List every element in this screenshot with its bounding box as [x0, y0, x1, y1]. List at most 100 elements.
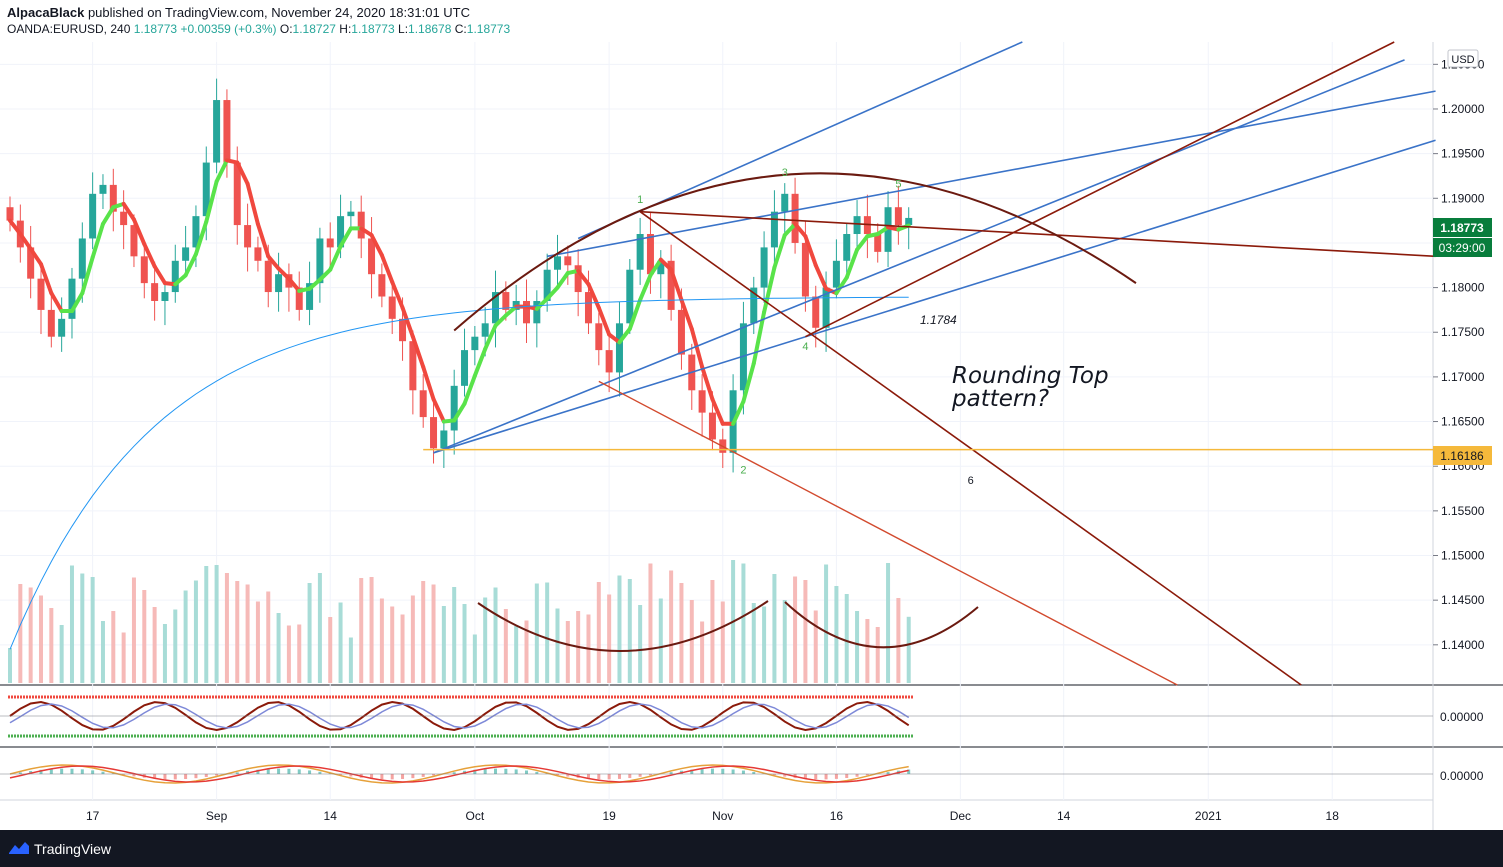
- volume-bar: [462, 604, 467, 683]
- osc2-histogram-bar: [80, 769, 84, 774]
- candle-body: [337, 216, 345, 248]
- volume-bar: [390, 606, 395, 683]
- candle-body: [430, 417, 438, 449]
- candle-body: [677, 309, 685, 355]
- rounding-top-arc: [453, 172, 1137, 332]
- volume-bar: [400, 614, 405, 683]
- osc2-histogram-bar: [494, 768, 498, 774]
- volume-bar: [183, 590, 188, 683]
- fast-ma-segment: [751, 310, 767, 366]
- volume-bar: [855, 611, 860, 683]
- volume-bar: [834, 586, 839, 683]
- volume-bar: [224, 573, 229, 683]
- wave-label: 1: [637, 194, 643, 206]
- osc2-histogram-bar: [803, 774, 807, 779]
- fast-ma-segment: [266, 254, 281, 271]
- candle-body: [295, 287, 303, 310]
- volume-bar: [472, 634, 477, 683]
- volume-bar: [49, 608, 54, 683]
- price-callout: 1.1784: [920, 313, 957, 327]
- volume-bar: [307, 583, 312, 683]
- volume-bar: [286, 625, 291, 683]
- osc2-histogram-bar: [111, 773, 115, 774]
- candle-body: [543, 269, 551, 301]
- volume-bar: [276, 613, 281, 683]
- volume-bar: [255, 601, 260, 683]
- open-label: O:: [279, 22, 293, 36]
- current-price-label: 1.18773: [1440, 221, 1484, 235]
- fast-ma-segment: [18, 232, 33, 251]
- volume-arc: [477, 600, 769, 652]
- candle-body: [584, 292, 592, 324]
- osc2-histogram-bar: [700, 768, 704, 774]
- volume-bar: [503, 609, 508, 683]
- osc2-histogram-bar: [607, 774, 611, 780]
- fast-ma-segment: [235, 160, 250, 186]
- trendline-up: [805, 41, 1395, 338]
- candle-body: [843, 234, 851, 261]
- osc2-histogram-bar: [731, 769, 735, 774]
- last-price: 1.18773: [133, 22, 178, 36]
- candle-body: [905, 217, 913, 226]
- candle-body: [574, 265, 582, 293]
- tradingview-logo-icon[interactable]: [8, 840, 30, 856]
- volume-bar: [875, 627, 880, 683]
- fast-ma-segment: [338, 226, 353, 249]
- osc2-histogram-bar: [525, 770, 528, 774]
- osc2-histogram-bar: [39, 769, 43, 774]
- fast-ma-segment: [452, 401, 467, 423]
- currency-label[interactable]: USD: [1451, 54, 1474, 66]
- osc2-histogram-bar: [824, 774, 828, 780]
- volume-bar: [844, 594, 849, 683]
- fast-ma-segment: [421, 364, 436, 402]
- price-tick-label: 1.19500: [1441, 147, 1485, 161]
- osc2-histogram-bar: [277, 768, 281, 774]
- volume-bar: [483, 597, 488, 683]
- candle-body: [306, 283, 314, 310]
- osc2-histogram-bar: [173, 774, 177, 780]
- fast-ma-segment: [493, 313, 508, 328]
- candle-body: [419, 390, 427, 418]
- candle-body: [812, 296, 820, 328]
- candle-body: [388, 296, 396, 319]
- fast-ma-segment: [38, 262, 54, 296]
- osc1-value: 0.00000: [1440, 710, 1484, 724]
- fast-ma-segment: [359, 226, 374, 238]
- osc2-line: [9, 764, 909, 784]
- osc2-histogram-bar: [70, 768, 74, 774]
- osc2-histogram-bar: [514, 769, 518, 774]
- volume-bar: [906, 616, 911, 683]
- osc2-histogram-bar: [628, 774, 632, 779]
- candle-body: [832, 260, 840, 288]
- author-name[interactable]: AlpacaBlack: [7, 5, 85, 20]
- candle-body: [667, 260, 675, 310]
- candle-body: [58, 318, 66, 337]
- osc2-histogram-bar: [91, 770, 95, 774]
- candle-body: [233, 162, 241, 226]
- candle-body: [99, 184, 107, 194]
- support-price-label: 1.16186: [1440, 449, 1484, 463]
- osc2-histogram-bar: [617, 774, 621, 779]
- candle-body: [615, 323, 623, 373]
- candle-body: [822, 287, 830, 328]
- volume-bar: [90, 577, 95, 683]
- volume-bar: [524, 620, 529, 683]
- volume-bar: [245, 584, 250, 683]
- brand-name[interactable]: TradingView: [34, 841, 112, 857]
- osc2-histogram-bar: [483, 768, 487, 774]
- candle-body: [750, 287, 758, 324]
- candle-body: [595, 323, 603, 351]
- volume-bar: [162, 624, 167, 683]
- volume-bar: [865, 619, 870, 683]
- trendline-steep: [639, 211, 1302, 686]
- price-tick-label: 1.14000: [1441, 638, 1485, 652]
- candle-body: [657, 260, 665, 275]
- candle-body: [182, 247, 190, 261]
- osc2-histogram-bar: [814, 774, 818, 780]
- candle-body: [791, 193, 799, 243]
- time-tick-label: 19: [602, 809, 616, 823]
- osc2-histogram-bar: [772, 774, 776, 776]
- price-tick-label: 1.17500: [1441, 325, 1485, 339]
- candle-body: [553, 256, 561, 270]
